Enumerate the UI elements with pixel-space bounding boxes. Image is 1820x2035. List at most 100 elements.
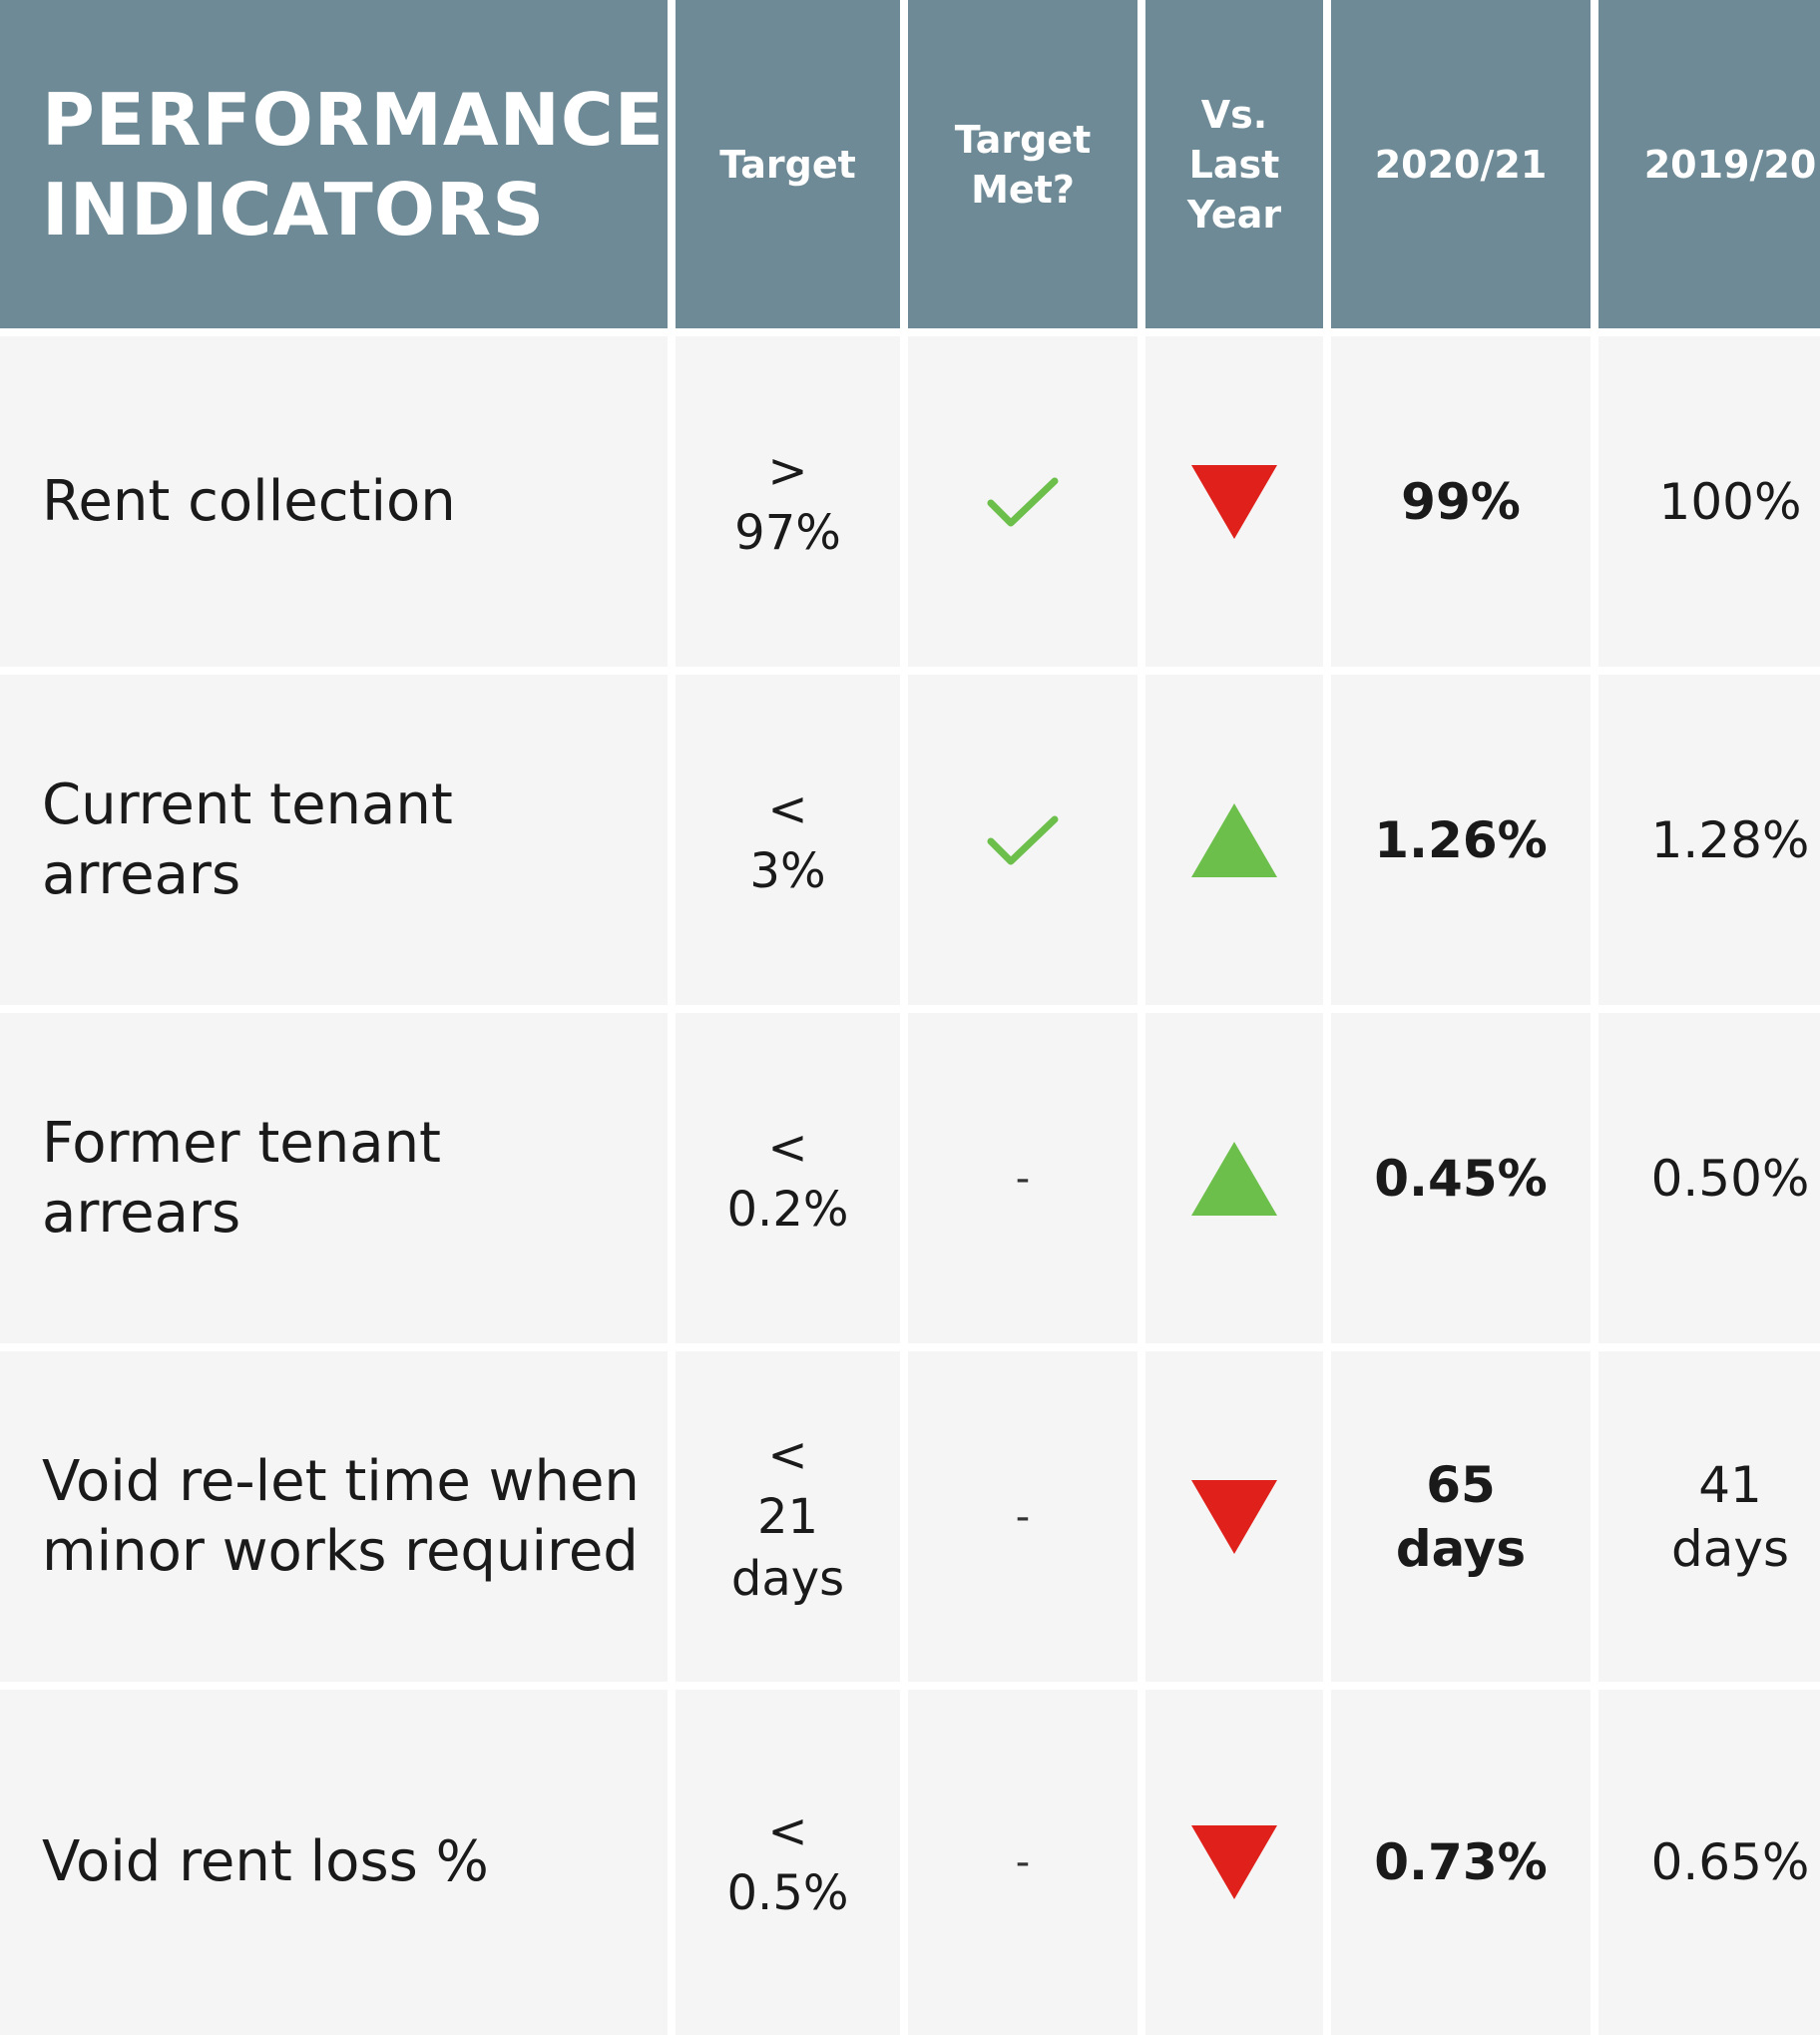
current-year-value-line: 0.73% <box>1374 1833 1548 1891</box>
target-value-lines: >97% <box>734 440 841 564</box>
target-value-lines: <3% <box>749 778 825 902</box>
indicator-label-line: minor works required <box>42 1518 639 1584</box>
target-value-line: < <box>767 1426 808 1483</box>
header-current-year-label: 2020/21 <box>1374 142 1548 187</box>
current-year-value-line: 1.26% <box>1374 810 1548 869</box>
header-target-met: Target Met? <box>908 0 1138 328</box>
target-value-line: < <box>767 780 808 837</box>
indicator-label-line: Void rent loss % <box>42 1829 489 1894</box>
current-year-value-lines: 1.26% <box>1374 808 1547 872</box>
target-value-lines: <0.5% <box>727 1800 849 1924</box>
current-year-value-line: days <box>1395 1519 1527 1578</box>
indicator-label: Rent collection <box>0 336 668 667</box>
target-value-line: 21 <box>756 1488 819 1545</box>
header-current-year: 2020/21 <box>1331 0 1591 328</box>
current-year-value-line: 65 <box>1426 1455 1496 1514</box>
header-previous-year-label: 2019/20 <box>1643 142 1817 187</box>
previous-year-value-line: 100% <box>1658 472 1802 531</box>
previous-year-value-line: 0.65% <box>1650 1833 1810 1891</box>
target-cell: <0.2% <box>676 1013 900 1343</box>
target-value-line: 97% <box>734 504 841 561</box>
title-line-2: INDICATORS <box>42 167 546 252</box>
previous-year-value-line: 1.28% <box>1650 810 1810 869</box>
triangle-up-icon <box>1191 802 1277 877</box>
current-year-cell: 65 days <box>1331 1351 1591 1682</box>
target-met-cell: - <box>908 1351 1138 1682</box>
header-target-label: Target <box>719 142 856 187</box>
target-met-value: - <box>1015 1155 1031 1202</box>
target-cell: <0.5% <box>676 1690 900 2035</box>
previous-year-cell: 0.50% <box>1598 1013 1820 1343</box>
header-vs-line-3: Year <box>1186 192 1282 237</box>
header-target: Target <box>676 0 900 328</box>
current-year-cell: 1.26% <box>1331 675 1591 1005</box>
header-target-met-line-2: Met? <box>971 167 1075 212</box>
indicator-label-lines: Former tenant arrears <box>42 1109 441 1249</box>
target-cell: >97% <box>676 336 900 667</box>
target-cell: <21 days <box>676 1351 900 1682</box>
previous-year-value-lines: 41 days <box>1671 1453 1789 1581</box>
table-title: PERFORMANCE INDICATORS <box>0 0 668 328</box>
current-year-cell: 0.73% <box>1331 1690 1591 2035</box>
target-value-line: < <box>767 1119 808 1176</box>
current-year-value-line: 0.45% <box>1374 1149 1548 1208</box>
previous-year-cell: 0.65% <box>1598 1690 1820 2035</box>
indicator-label-line: Void re-let time when <box>42 1448 640 1514</box>
previous-year-cell: 1.28% <box>1598 675 1820 1005</box>
indicator-label-line: arrears <box>42 1180 241 1246</box>
current-year-cell: 0.45% <box>1331 1013 1591 1343</box>
target-value-line: days <box>730 1550 845 1607</box>
previous-year-value-lines: 1.28% <box>1651 808 1810 872</box>
indicator-label-lines: Current tenant arrears <box>42 770 453 910</box>
target-value-line: 0.5% <box>726 1865 849 1921</box>
check-icon <box>987 815 1059 864</box>
triangle-down-icon <box>1191 1825 1277 1899</box>
previous-year-value-line: 41 <box>1698 1455 1762 1514</box>
vs-last-year-cell <box>1145 1351 1323 1682</box>
title-line-1: PERFORMANCE <box>42 77 665 162</box>
header-target-met-line-1: Target <box>954 117 1092 162</box>
indicator-label-line: Rent collection <box>42 468 456 534</box>
target-value-lines: <0.2% <box>727 1117 849 1241</box>
current-year-value-lines: 0.73% <box>1374 1830 1547 1894</box>
current-year-value-lines: 99% <box>1401 470 1521 534</box>
target-met-cell: - <box>908 1013 1138 1343</box>
previous-year-value-line: 0.50% <box>1650 1149 1810 1208</box>
previous-year-value-lines: 0.50% <box>1651 1147 1810 1211</box>
indicator-label-lines: Rent collection <box>42 467 456 537</box>
indicator-label-line: Current tenant <box>42 771 453 837</box>
header-previous-year: 2019/20 <box>1598 0 1820 328</box>
previous-year-value-lines: 100% <box>1659 470 1802 534</box>
target-value-line: < <box>767 1803 808 1859</box>
triangle-down-icon <box>1191 464 1277 539</box>
indicator-label-lines: Void rent loss % <box>42 1827 489 1897</box>
indicator-label: Void re-let time when minor works require… <box>0 1351 668 1682</box>
target-met-cell <box>908 336 1138 667</box>
check-icon <box>987 477 1059 526</box>
current-year-value-line: 99% <box>1401 472 1521 531</box>
previous-year-value-line: days <box>1670 1519 1790 1578</box>
current-year-cell: 99% <box>1331 336 1591 667</box>
indicator-label-lines: Void re-let time when minor works require… <box>42 1447 640 1587</box>
target-value-lines: <21 days <box>731 1424 844 1610</box>
target-met-value: - <box>1015 1493 1031 1540</box>
indicator-label-line: Former tenant <box>42 1110 442 1176</box>
indicator-label: Current tenant arrears <box>0 675 668 1005</box>
header-vs-line-1: Vs. <box>1200 92 1268 137</box>
vs-last-year-cell <box>1145 675 1323 1005</box>
header-vs-last-year: Vs. Last Year <box>1145 0 1323 328</box>
indicator-label: Former tenant arrears <box>0 1013 668 1343</box>
previous-year-cell: 100% <box>1598 336 1820 667</box>
indicator-label-line: arrears <box>42 841 241 907</box>
target-value-line: > <box>767 442 808 499</box>
target-met-value: - <box>1015 1839 1031 1885</box>
triangle-down-icon <box>1191 1479 1277 1554</box>
triangle-up-icon <box>1191 1141 1277 1216</box>
current-year-value-lines: 0.45% <box>1374 1147 1547 1211</box>
target-cell: <3% <box>676 675 900 1005</box>
header-vs-line-2: Last <box>1188 142 1280 187</box>
vs-last-year-cell <box>1145 1013 1323 1343</box>
target-value-line: 3% <box>749 842 826 899</box>
current-year-value-lines: 65 days <box>1396 1453 1526 1581</box>
